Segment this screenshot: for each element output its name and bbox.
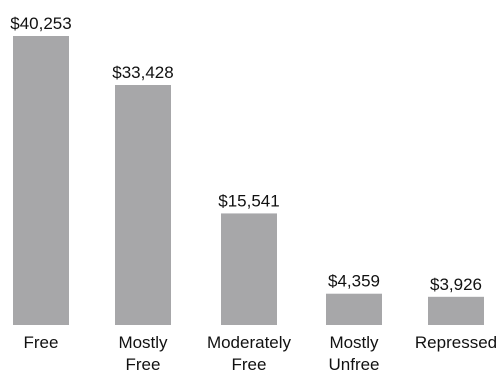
category-label-mostly-free-line-2: Free <box>126 355 161 374</box>
value-label-moderately-free: $15,541 <box>218 191 279 210</box>
category-labels-layer: Free Mostly Free Moderately Free Mostly Unfree… <box>24 333 498 374</box>
value-labels-layer: $40,253 $33,428 $15,541 $4,359 $3,926 <box>10 14 482 294</box>
category-label-free: Free <box>24 333 59 352</box>
value-label-mostly-unfree: $4,359 <box>328 272 380 291</box>
bars-layer <box>13 36 484 325</box>
category-label-mostly-unfree-line-2: Unfree <box>328 355 379 374</box>
bar-mostly-free <box>115 85 171 325</box>
category-label-mostly-unfree-line-1: Mostly <box>329 333 379 352</box>
value-label-mostly-free: $33,428 <box>112 63 173 82</box>
bar-free <box>13 36 69 325</box>
category-label-moderately-free-line-1: Moderately <box>207 333 292 352</box>
value-label-repressed: $3,926 <box>430 275 482 294</box>
bar-repressed <box>428 296 484 325</box>
value-label-free: $40,253 <box>10 14 71 33</box>
category-label-mostly-free-line-1: Mostly <box>118 333 168 352</box>
bar-moderately-free <box>221 213 277 325</box>
bar-mostly-unfree <box>326 293 382 325</box>
category-label-repressed: Repressed <box>415 333 497 352</box>
category-label-moderately-free-line-2: Free <box>232 355 267 374</box>
